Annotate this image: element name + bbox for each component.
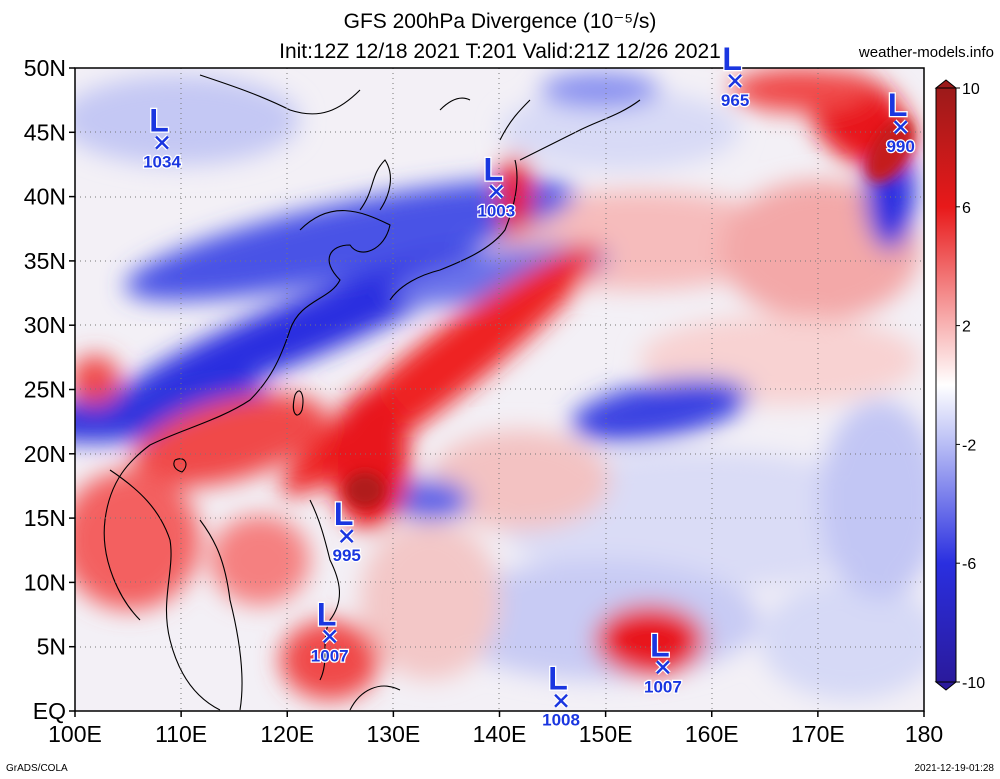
center-pressure-value: 1034 <box>143 153 181 172</box>
low-marker-letter: L <box>334 496 354 532</box>
colorbar-tick-label: 6 <box>962 200 971 217</box>
center-pressure-value: 1007 <box>311 646 349 665</box>
lon-label: 120E <box>260 721 314 747</box>
low-marker-letter: L <box>484 151 504 187</box>
colorbar-tick-label: -6 <box>962 556 976 573</box>
center-marker <box>893 120 908 135</box>
center-marker <box>339 529 354 543</box>
lat-label: 50N <box>24 55 66 81</box>
low-marker-letter: L <box>149 103 169 139</box>
lon-label: 170E <box>791 721 845 747</box>
lat-label: 40N <box>24 184 66 210</box>
pressure-centers: L 1034 L 1003 L 965 L 990 L 995 L 1007 L 1008 L 1007 <box>142 40 916 731</box>
colorbar: 10 6 2 -2 -6 -10 <box>934 79 985 692</box>
colorbar-top-arrow <box>934 79 958 89</box>
latitude-labels: 50N 45N 40N 35N 30N 25N 20N 15N 10N 5N EQ <box>24 55 75 724</box>
center-pressure-value: 1003 <box>477 201 515 220</box>
lon-label: 160E <box>685 721 739 747</box>
chart-title: GFS 200hPa Divergence (10⁻⁵/s) <box>343 10 657 33</box>
lon-label: 180 <box>905 721 943 747</box>
lat-label: 15N <box>24 505 66 531</box>
site-label: weather-models.info <box>858 44 994 61</box>
low-marker-letter: L <box>722 41 742 77</box>
center-marker <box>155 135 169 150</box>
low-pressure-center: L 1008 <box>541 659 581 731</box>
lon-label: 110E <box>155 721 207 747</box>
center-marker <box>728 73 742 88</box>
lat-label: 30N <box>24 312 66 338</box>
low-pressure-center: L 995 <box>331 495 362 567</box>
colorbar-tick-label: -10 <box>962 675 985 692</box>
lat-label: 10N <box>24 569 66 595</box>
lon-label: 100E <box>48 721 102 747</box>
low-marker-letter: L <box>548 661 568 697</box>
low-marker-letter: L <box>650 627 670 663</box>
low-marker-letter: L <box>317 596 337 632</box>
lat-label: 5N <box>37 634 66 660</box>
low-pressure-center: L 1003 <box>476 150 516 222</box>
low-marker-letter: L <box>888 87 908 123</box>
gridlines <box>75 68 924 711</box>
low-pressure-center: L 1034 <box>142 101 183 173</box>
center-pressure-value: 1008 <box>542 711 580 730</box>
lon-label: 140E <box>473 721 527 747</box>
center-pressure-value: 990 <box>886 137 914 156</box>
center-pressure-value: 995 <box>332 546 360 565</box>
colorbar-bottom-arrow <box>934 681 958 691</box>
center-marker <box>489 184 504 199</box>
longitude-labels: 100E 110E 120E 130E 140E 150E 160E 170E 180 <box>48 711 943 747</box>
lat-label: 45N <box>24 119 66 145</box>
lat-label: 20N <box>24 441 66 467</box>
chart-subtitle: Init:12Z 12/18 2021 T:201 Valid:21Z 12/2… <box>279 40 721 63</box>
colorbar-ticks: 10 6 2 -2 -6 -10 <box>956 81 985 692</box>
lat-label: 25N <box>24 377 66 403</box>
center-marker <box>656 660 670 675</box>
low-pressure-center: L 1007 <box>310 595 350 667</box>
center-marker <box>554 693 568 708</box>
low-pressure-center: L 1007 <box>643 626 683 698</box>
footer-timestamp: 2021-12-19-01:28 <box>914 763 994 774</box>
colorbar-gradient <box>935 87 957 683</box>
colorbar-tick-label: -2 <box>962 437 976 454</box>
center-pressure-value: 965 <box>721 91 749 110</box>
footer-software: GrADS/COLA <box>6 763 68 774</box>
lat-label: 35N <box>24 248 66 274</box>
divergence-field <box>75 68 924 711</box>
lat-label: EQ <box>33 698 66 724</box>
coastlines <box>103 74 641 711</box>
center-marker <box>322 629 337 644</box>
colorbar-tick-label: 2 <box>962 319 971 336</box>
low-pressure-center: L 965 <box>720 40 751 112</box>
low-pressure-center: L 990 <box>885 86 916 158</box>
lon-label: 130E <box>367 721 421 747</box>
center-pressure-value: 1007 <box>644 677 682 696</box>
lon-label: 150E <box>579 721 633 747</box>
colorbar-tick-label: 10 <box>962 81 980 98</box>
